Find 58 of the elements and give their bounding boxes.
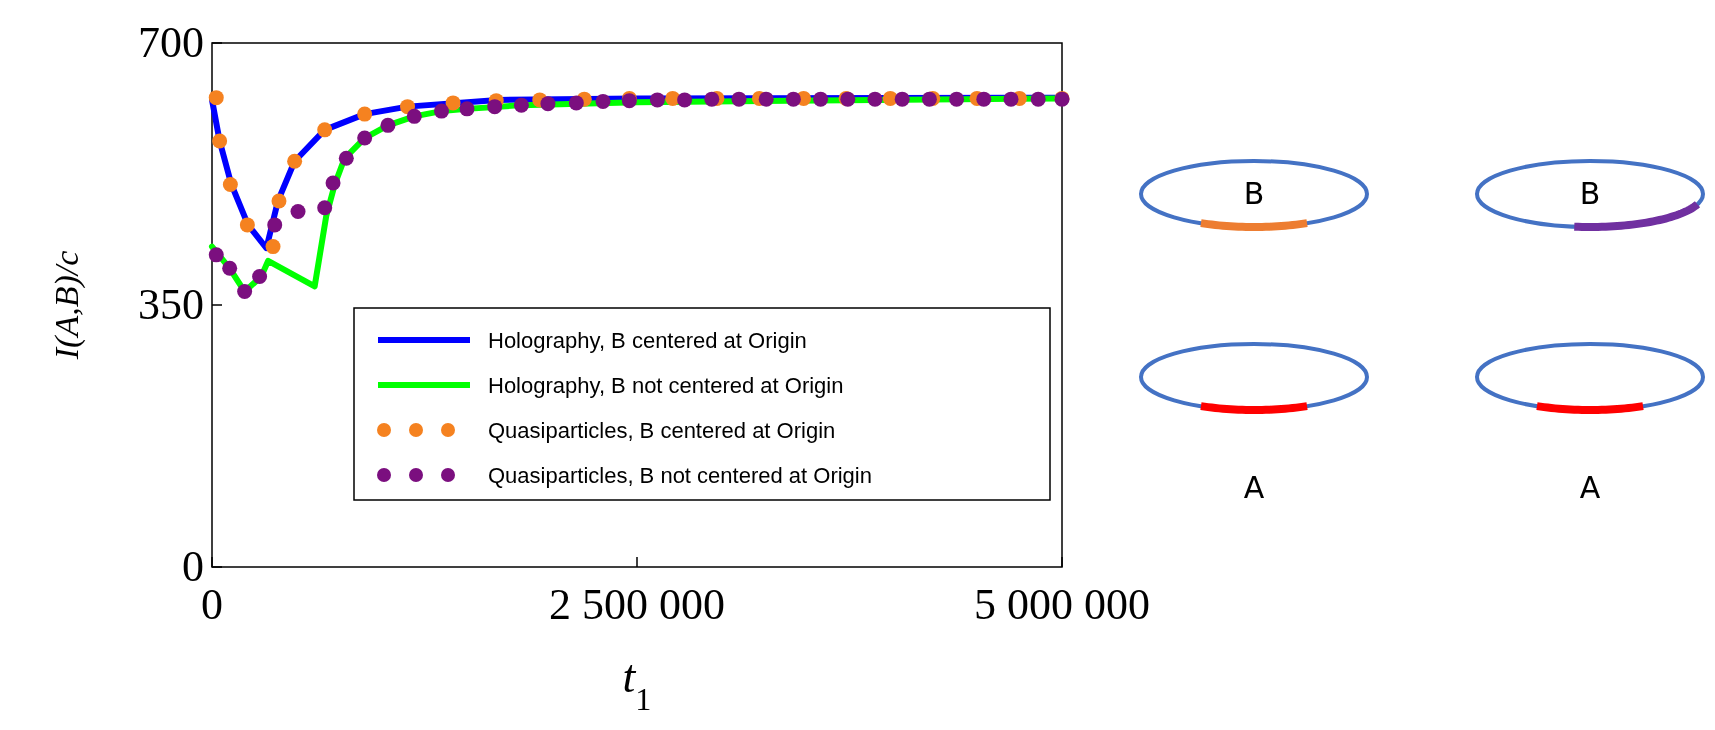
point — [271, 193, 287, 209]
point — [813, 91, 829, 107]
point — [867, 91, 883, 107]
point — [434, 103, 449, 119]
point — [704, 91, 720, 107]
point — [325, 175, 341, 191]
legend-label: Holography, B not centered at Origin — [488, 373, 844, 398]
point — [290, 203, 306, 219]
point — [357, 130, 373, 146]
text: B — [1579, 176, 1601, 211]
y-tick-label: 350 — [138, 280, 204, 329]
point — [459, 101, 475, 117]
point — [208, 247, 224, 263]
point — [568, 95, 584, 111]
point — [237, 284, 253, 300]
point — [265, 239, 281, 255]
point — [540, 96, 556, 112]
point — [1030, 91, 1046, 107]
x-axis-title: t$_{1}$ — [622, 651, 652, 717]
point — [406, 108, 422, 124]
x-tick-label: 2 500 000 — [549, 580, 725, 629]
point — [212, 133, 228, 149]
legend-label: Holography, B centered at Origin — [488, 328, 807, 353]
point — [513, 97, 529, 113]
point — [949, 91, 965, 107]
point — [208, 90, 224, 106]
point — [758, 91, 774, 107]
legend-label: Quasiparticles, B centered at Origin — [488, 418, 836, 443]
point — [649, 92, 665, 108]
point — [731, 91, 747, 107]
point — [921, 91, 937, 107]
point — [267, 217, 283, 233]
x-tick-label: 5 000 000 — [974, 580, 1150, 629]
point — [445, 95, 461, 111]
point — [894, 91, 910, 107]
point — [338, 150, 354, 166]
text: B — [1243, 176, 1265, 211]
text: A — [1243, 470, 1265, 505]
point — [380, 117, 396, 133]
point — [595, 93, 611, 109]
legend-label: Quasiparticles, B not centered at Origin — [488, 463, 872, 488]
y-tick-label: 700 — [138, 18, 204, 67]
point — [252, 269, 268, 285]
point — [222, 260, 238, 276]
point — [317, 122, 333, 138]
point — [222, 176, 238, 192]
y-tick-label: 0 — [182, 542, 204, 591]
y-axis-title: I(A,B)/c — [48, 250, 86, 361]
point — [976, 91, 992, 107]
point — [287, 153, 303, 169]
point — [357, 106, 373, 122]
point — [239, 217, 255, 233]
text: A — [1579, 470, 1601, 505]
point — [785, 91, 801, 107]
point — [1003, 91, 1019, 107]
point — [677, 92, 693, 108]
point — [487, 99, 503, 115]
point — [317, 200, 333, 216]
